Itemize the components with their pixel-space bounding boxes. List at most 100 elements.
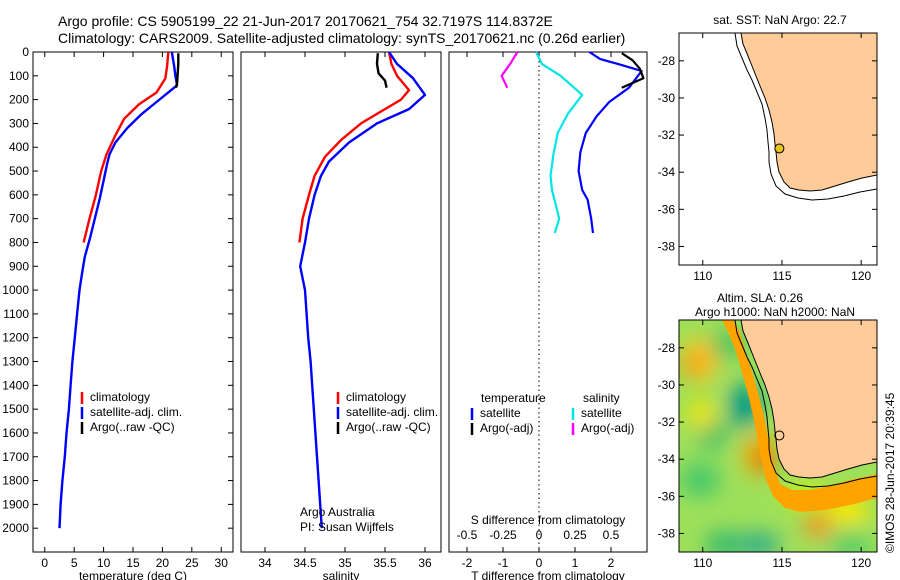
x-tick-label: 36 xyxy=(418,556,432,570)
s-tick-label: -0.25 xyxy=(489,528,517,542)
legend-entry: satellite xyxy=(581,406,622,420)
y-tick-label: 100 xyxy=(9,69,29,83)
map-y-tick-label: -32 xyxy=(658,415,676,429)
s-tick-label: 0 xyxy=(536,528,543,542)
y-tick-label: 900 xyxy=(9,259,29,273)
series-line-climatology xyxy=(82,51,170,243)
salinity-panel-frame xyxy=(240,51,442,553)
s-tick-label: -0.5 xyxy=(457,528,478,542)
y-tick-label: 800 xyxy=(9,235,29,249)
x-tick-label: 5 xyxy=(71,556,78,570)
sla-map-title-line2: Argo h1000: NaN h2000: NaN xyxy=(695,305,855,319)
series-line-argo-raw-qc- xyxy=(375,53,388,88)
legend-entry: climatology xyxy=(90,390,150,404)
series-line-climatology xyxy=(298,51,411,243)
map-x-tick-label: 120 xyxy=(851,269,871,283)
y-tick-label: 1100 xyxy=(3,307,29,321)
s-tick-label: 0.5 xyxy=(603,528,620,542)
header-line2: Climatology: CARS2009. Satellite-adjuste… xyxy=(58,30,625,46)
t-tick-label: 2 xyxy=(608,556,615,570)
sla-map-title-line1: Altim. SLA: 0.26 xyxy=(717,291,803,305)
t-tick-label: -2 xyxy=(462,556,473,570)
temperature-panel: 0 5 10 15 20 25 300100200300400500600700800900… xyxy=(2,45,233,580)
map-y-tick-label: -34 xyxy=(658,165,676,179)
x-tick-label: 0 xyxy=(41,556,48,570)
s-tick-label: 0.25 xyxy=(563,528,587,542)
imos-timestamp: ©IMOS 28-Jun-2017 20:39:45 xyxy=(883,392,897,553)
y-tick-label: 2000 xyxy=(2,521,29,535)
legend-title-salinity: salinity xyxy=(583,391,620,405)
y-tick-label: 1700 xyxy=(2,450,29,464)
sst-map-frame xyxy=(678,32,878,266)
y-tick-label: 1600 xyxy=(2,426,29,440)
y-tick-label: 200 xyxy=(9,93,29,107)
difference-panel-frame xyxy=(448,51,648,553)
map-x-tick-label: 110 xyxy=(693,556,712,570)
map-y-tick-label: -30 xyxy=(658,91,676,105)
t-tick-label: 1 xyxy=(572,556,579,570)
map-y-tick-label: -38 xyxy=(658,239,676,253)
x-tick-label: 20 xyxy=(156,556,170,570)
sla-map-frame xyxy=(678,319,878,553)
series-line-temperature-argo-adj- xyxy=(621,52,645,89)
x-tick-label: 30 xyxy=(215,556,229,570)
series-line-salinity-satellite xyxy=(535,51,584,234)
x-axis-label: salinity xyxy=(323,569,360,580)
x-tick-label: 15 xyxy=(126,556,140,570)
map-x-tick-label: 110 xyxy=(693,269,712,283)
series-line-salinity-argo-adj- xyxy=(500,51,519,89)
y-tick-label: 600 xyxy=(9,188,29,202)
map-x-tick-label: 115 xyxy=(772,269,791,283)
y-tick-label: 0 xyxy=(22,45,29,59)
y-tick-label: 1300 xyxy=(2,355,29,369)
y-tick-label: 300 xyxy=(9,116,29,130)
x-axis-label: temperature (deg C) xyxy=(79,569,187,580)
sla-map-panel: Altim. SLA: 0.26 Argo h1000: NaN h2000: … xyxy=(658,291,878,570)
map-y-tick-label: -38 xyxy=(658,526,676,540)
salinity-panel: 34 34.5 35 35.5 36 salinity climatologysatelli… xyxy=(258,51,438,580)
x-tick-label: 35.5 xyxy=(373,556,397,570)
sst-argo-marker xyxy=(774,143,785,154)
legend-entry: satellite-adj. clim. xyxy=(346,405,438,419)
map-y-tick-label: -28 xyxy=(658,341,676,355)
t-tick-label: 0 xyxy=(536,556,543,570)
sla-argo-marker xyxy=(774,430,785,441)
legend-entry: Argo(..raw -QC) xyxy=(346,420,431,434)
sla-map-axes: 110 115 120 -28 -30 -32 -34 -36 -38 xyxy=(658,320,877,570)
y-tick-label: 1400 xyxy=(2,378,29,392)
y-tick-label: 700 xyxy=(9,212,29,226)
legend-entry: satellite-adj. clim. xyxy=(90,405,182,419)
legend-entry: Argo(..raw -QC) xyxy=(90,420,175,434)
legend-entry: Argo(-adj) xyxy=(581,421,634,435)
series-line-argo-raw-qc- xyxy=(174,53,180,88)
sst-map-axes: 110 115 120 -28 -30 -32 -34 -36 -38 xyxy=(658,33,877,283)
s-axis-label: S difference from climatology xyxy=(471,513,626,527)
y-tick-label: 1900 xyxy=(2,497,29,511)
y-tick-label: 400 xyxy=(9,140,29,154)
legend-entry: Argo(-adj) xyxy=(480,421,533,435)
difference-panel: -2 -1 0 1 2 -0.5 -0.25 0 0.25 0.5S difference fro… xyxy=(457,51,645,580)
map-x-tick-label: 120 xyxy=(851,556,871,570)
legend-entry: satellite xyxy=(480,406,521,420)
credit-line1: Argo Australia xyxy=(300,505,375,519)
sla-map-coastal-band xyxy=(722,320,877,512)
map-y-tick-label: -34 xyxy=(658,452,676,466)
legend-entry: climatology xyxy=(346,390,406,404)
series-line-temperature-satellite xyxy=(577,51,643,234)
sst-map-title: sat. SST: NaN Argo: 22.7 xyxy=(713,13,847,27)
map-y-tick-label: -30 xyxy=(658,378,676,392)
t-tick-label: -1 xyxy=(498,556,509,570)
map-y-tick-label: -36 xyxy=(658,489,676,503)
series-line-satellite-adj-clim- xyxy=(299,51,427,529)
map-y-tick-label: -32 xyxy=(658,128,676,142)
y-tick-label: 1800 xyxy=(2,474,29,488)
y-tick-label: 1500 xyxy=(2,402,29,416)
series-line-satellite-adj-clim- xyxy=(58,51,179,529)
x-tick-label: 25 xyxy=(185,556,199,570)
credit-line2: PI: Susan Wijffels xyxy=(300,520,394,534)
sla-map-land xyxy=(740,320,877,479)
x-tick-label: 10 xyxy=(97,556,111,570)
sst-map-land xyxy=(740,33,877,192)
map-y-tick-label: -28 xyxy=(658,54,676,68)
